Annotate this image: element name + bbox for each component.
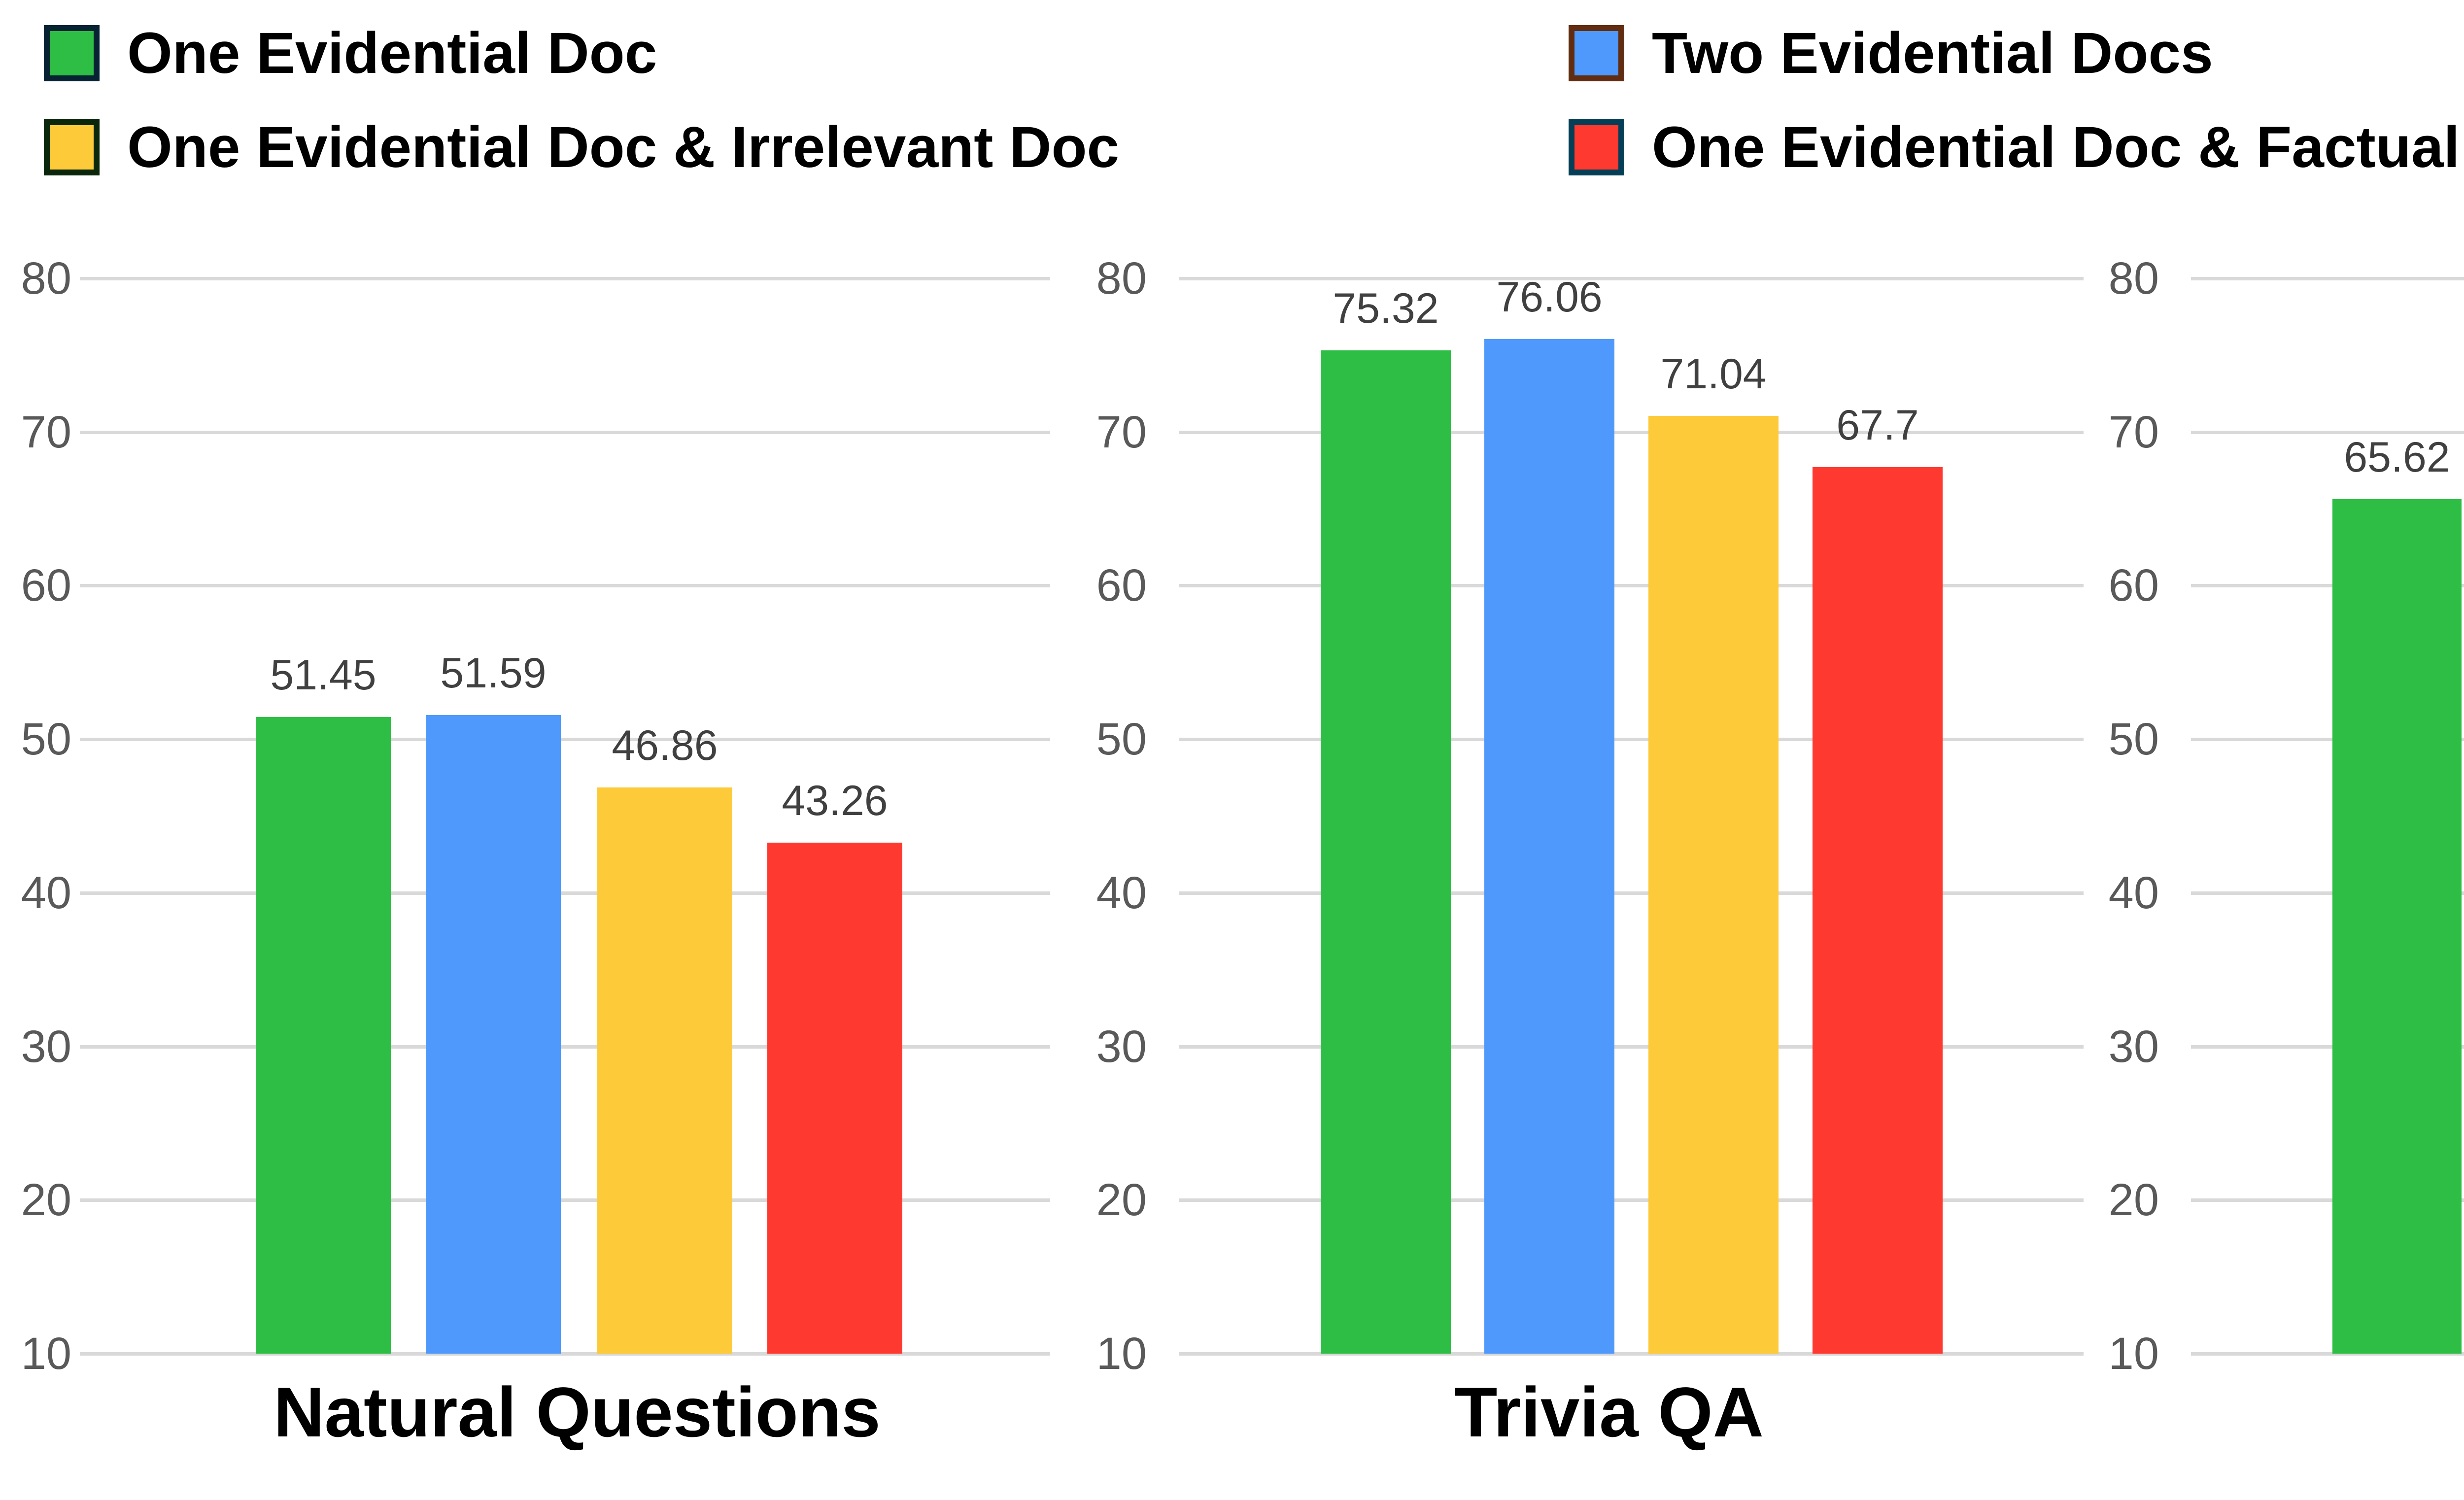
bar-one-evidential-doc-and-irrelevant-doc	[1648, 416, 1779, 1354]
gridline	[2191, 891, 2464, 895]
gridline	[2191, 1352, 2464, 1356]
y-axis-tick-label: 80	[21, 253, 71, 304]
bar-value-label: 65.62	[2344, 434, 2450, 481]
bar-value-label: 51.59	[440, 649, 547, 697]
y-axis-tick-label: 20	[2108, 1175, 2159, 1226]
bar-two-evidential-docs	[426, 715, 561, 1354]
gridline	[80, 1045, 1050, 1049]
legend-swatch-red	[1569, 119, 1624, 175]
y-axis-tick-label: 30	[2108, 1021, 2159, 1072]
bar-one-evidential-doc-and-factual-error-doc	[1813, 467, 1943, 1354]
y-axis-tick-label: 70	[2108, 407, 2159, 457]
y-axis-tick-label: 30	[1096, 1021, 1147, 1072]
legend-item-irrelevant-doc: One Evidential Doc & Irrelevant Doc	[44, 115, 1120, 180]
gridline	[80, 1352, 1050, 1356]
y-axis-tick-label: 50	[1096, 714, 1147, 765]
gridline	[80, 1198, 1050, 1202]
gridline	[80, 584, 1050, 588]
gridline	[2191, 277, 2464, 280]
gridline	[1179, 738, 2084, 742]
legend-swatch-blue	[1569, 25, 1624, 81]
y-axis-tick-label: 60	[2108, 560, 2159, 611]
gridline	[2191, 738, 2464, 742]
gridline	[1179, 584, 2084, 588]
gridline	[1179, 1045, 2084, 1049]
legend-label: One Evidential Doc & Factual Error Doc	[1652, 115, 2464, 180]
bar-one-evidential-doc	[2332, 499, 2462, 1354]
legend-label: One Evidential Doc & Irrelevant Doc	[127, 115, 1120, 180]
bar-value-label: 46.86	[612, 722, 718, 770]
gridline	[80, 430, 1050, 434]
y-axis-tick-label: 20	[1096, 1175, 1147, 1226]
panel-title: Trivia QA	[1454, 1373, 1764, 1452]
legend-label: Two Evidential Docs	[1652, 21, 2213, 86]
bar-value-label: 67.7	[1836, 402, 1919, 449]
legend-swatch-green	[44, 25, 100, 81]
y-axis-tick-label: 60	[21, 560, 71, 611]
y-axis-tick-label: 80	[2108, 253, 2159, 304]
gridline	[80, 277, 1050, 280]
gridline	[2191, 584, 2464, 588]
gridline	[1179, 277, 2084, 280]
panel-title: Natural Questions	[274, 1373, 881, 1452]
y-axis-tick-label: 10	[2108, 1329, 2159, 1379]
legend-item-factual-error-doc: One Evidential Doc & Factual Error Doc	[1569, 115, 2464, 180]
gridline	[80, 738, 1050, 742]
bar-one-evidential-doc	[256, 716, 391, 1354]
bar-value-label: 76.06	[1496, 273, 1603, 321]
y-axis-tick-label: 20	[21, 1175, 71, 1226]
bar-value-label: 51.45	[270, 651, 376, 699]
y-axis-tick-label: 70	[1096, 407, 1147, 457]
legend-swatch-yellow	[44, 119, 100, 175]
gridline	[1179, 891, 2084, 895]
legend-item-two-evidential-docs: Two Evidential Docs	[1569, 21, 2213, 86]
y-axis-tick-label: 40	[21, 867, 71, 918]
gridline	[1179, 430, 2084, 434]
gridline	[2191, 1198, 2464, 1202]
bar-value-label: 75.32	[1333, 284, 1439, 332]
bar-one-evidential-doc	[1321, 350, 1451, 1354]
bar-two-evidential-docs	[1484, 339, 1614, 1354]
y-axis-tick-label: 50	[2108, 714, 2159, 765]
gridline	[1179, 1198, 2084, 1202]
y-axis-tick-label: 80	[1096, 253, 1147, 304]
y-axis-tick-label: 10	[21, 1329, 71, 1379]
bar-one-evidential-doc-and-irrelevant-doc	[597, 787, 732, 1354]
y-axis-tick-label: 40	[1096, 867, 1147, 918]
y-axis-tick-label: 30	[21, 1021, 71, 1072]
y-axis-tick-label: 70	[21, 407, 71, 457]
legend-label: One Evidential Doc	[127, 21, 657, 86]
y-axis-tick-label: 50	[21, 714, 71, 765]
bar-one-evidential-doc-and-factual-error-doc	[767, 843, 902, 1354]
gridline	[1179, 1352, 2084, 1356]
gridline	[2191, 430, 2464, 434]
bar-value-label: 71.04	[1660, 350, 1767, 398]
panel-title: PopQA	[2118, 1377, 2464, 1448]
gridline	[2191, 1045, 2464, 1049]
bar-value-label: 43.26	[782, 777, 888, 825]
y-axis-tick-label: 10	[1096, 1329, 1147, 1379]
legend-item-one-evidential-doc: One Evidential Doc	[44, 21, 657, 86]
y-axis-tick-label: 60	[1096, 560, 1147, 611]
y-axis-tick-label: 40	[2108, 867, 2159, 918]
gridline	[80, 891, 1050, 895]
